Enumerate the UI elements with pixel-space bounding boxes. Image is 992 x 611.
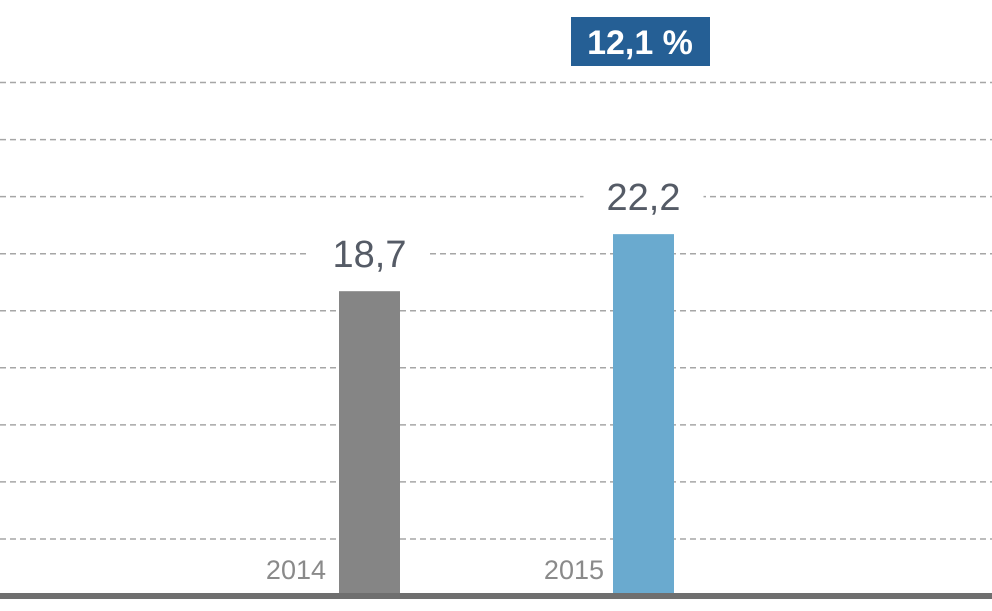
labels: 18,7 2014 22,2 2015 <box>266 172 704 585</box>
category-label-2015: 2015 <box>544 555 604 585</box>
value-label-2014: 18,7 <box>333 234 407 276</box>
value-label-background-2015 <box>583 172 704 223</box>
bar-2015 <box>613 234 674 596</box>
change-badge-text: 12,1 % <box>587 24 693 62</box>
category-label-2014: 2014 <box>266 555 326 585</box>
gridlines <box>0 81 992 540</box>
bar-2014 <box>339 291 400 596</box>
value-label-background-2014 <box>309 229 430 280</box>
change-badge-background <box>571 17 710 66</box>
change-badge: 12,1 % <box>571 17 710 66</box>
bars <box>339 234 674 596</box>
value-label-2015: 22,2 <box>607 177 681 219</box>
